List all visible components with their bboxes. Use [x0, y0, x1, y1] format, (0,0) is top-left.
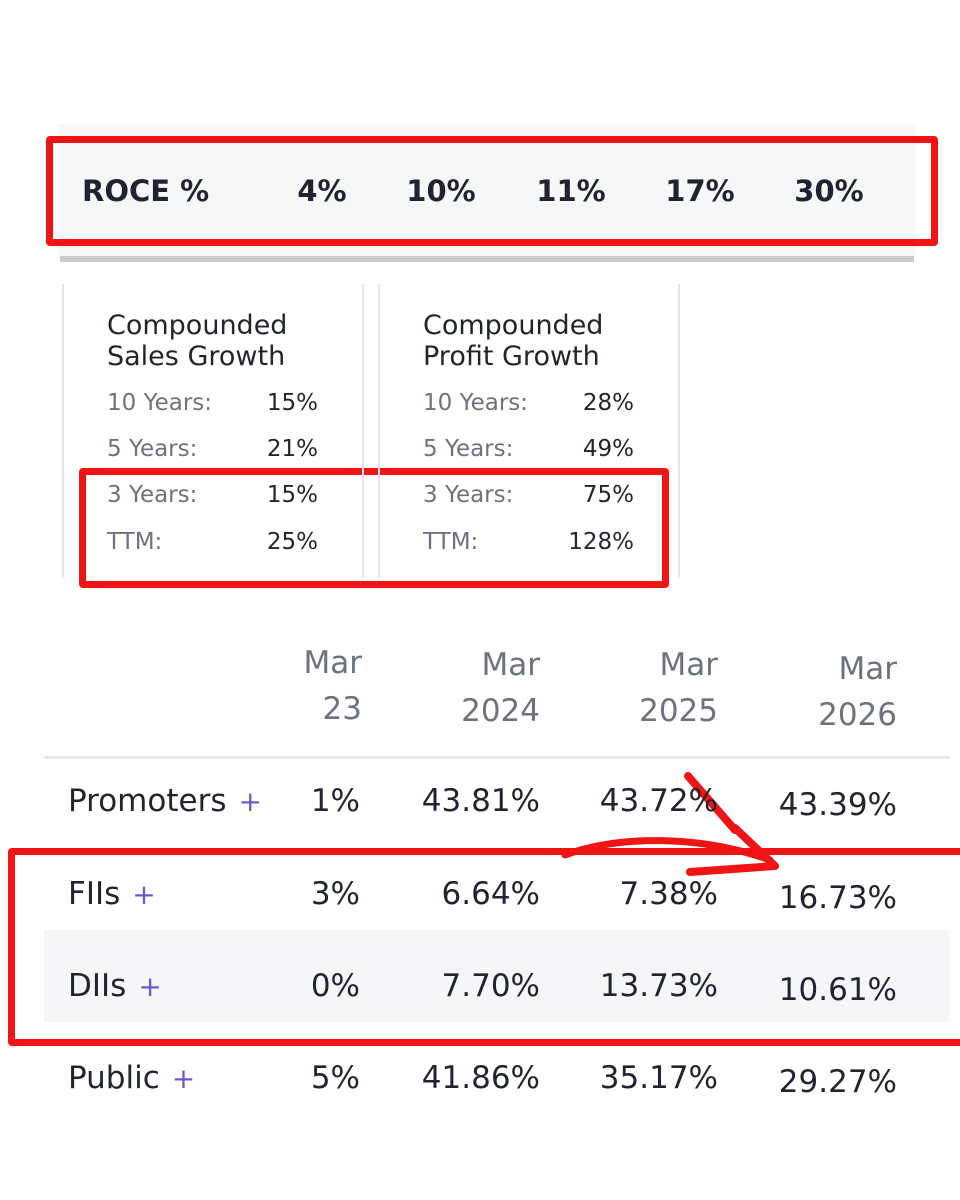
- row-name: FIIs: [68, 876, 121, 912]
- growth-label: 10 Years:: [107, 390, 213, 416]
- cell-value: 10.61%: [778, 972, 897, 1008]
- column-header: Mar 2024: [370, 642, 540, 734]
- row-name: DIIs: [68, 968, 127, 1004]
- row-label: FIIs +: [68, 876, 156, 912]
- expand-button[interactable]: +: [138, 970, 162, 1003]
- roce-label: ROCE %: [82, 174, 210, 208]
- growth-label: 5 Years:: [107, 436, 198, 462]
- header-text: 2026: [818, 697, 897, 733]
- growth-value: 15%: [266, 390, 318, 416]
- highlight-box: [46, 136, 938, 246]
- row-name: Promoters: [68, 783, 227, 819]
- cell-value: 7.38%: [619, 876, 718, 912]
- highlight-box: [79, 468, 669, 588]
- header-text: Mar: [481, 647, 541, 683]
- header-text: Mar: [303, 645, 363, 681]
- card-title: Profit Growth: [423, 341, 600, 372]
- growth-card: [378, 284, 680, 578]
- cell-value: 43.39%: [778, 787, 897, 823]
- growth-value: 28%: [582, 390, 634, 416]
- cell-clip: 3%: [300, 876, 362, 920]
- header-text: 23: [322, 691, 362, 727]
- highlight-box: [8, 848, 960, 1046]
- cell-value: 6.64%: [441, 876, 540, 912]
- header-text: Mar: [659, 647, 719, 683]
- roce-value: 30%: [794, 174, 864, 208]
- growth-value: 75%: [582, 482, 634, 508]
- cell-value: 29.27%: [778, 1064, 897, 1100]
- card-title: Compounded: [423, 310, 604, 341]
- row-band: [44, 930, 950, 1022]
- cell-value: 1%: [310, 783, 360, 819]
- cell-value: 5%: [310, 1060, 360, 1096]
- expand-button[interactable]: +: [171, 1062, 196, 1095]
- growth-value: 128%: [568, 529, 634, 555]
- roce-row: [58, 124, 916, 256]
- arrow: [561, 837, 774, 864]
- cell-clip: 0%: [300, 968, 362, 1012]
- card-title: Sales Growth: [107, 341, 286, 372]
- growth-card: [62, 284, 364, 578]
- expand-button[interactable]: +: [132, 878, 156, 911]
- header-text: 2024: [461, 693, 540, 729]
- cell-value: 13.73%: [599, 968, 718, 1004]
- cell-clip: 1%: [300, 783, 362, 827]
- roce-value: 17%: [665, 174, 735, 208]
- row-name: Public: [68, 1060, 160, 1096]
- cell-clip: 5%: [300, 1060, 362, 1104]
- cell-value: 0%: [310, 968, 360, 1004]
- growth-value: 21%: [266, 436, 318, 462]
- growth-value: 49%: [582, 436, 634, 462]
- header-divider: [44, 756, 950, 759]
- cell-value: 7.70%: [441, 968, 540, 1004]
- growth-label: 5 Years:: [423, 436, 514, 462]
- header-text: 2025: [639, 693, 718, 729]
- row-label: Public +: [68, 1060, 195, 1096]
- expand-button[interactable]: +: [238, 785, 262, 818]
- row-label: Promoters +: [68, 783, 262, 819]
- cell-value: 35.17%: [599, 1060, 718, 1096]
- cell-value: 43.81%: [421, 783, 540, 819]
- row-label: DIIs +: [68, 968, 162, 1004]
- growth-label: 3 Years:: [423, 482, 514, 508]
- cell-value: 16.73%: [778, 880, 897, 916]
- card-title: Compounded: [107, 310, 288, 341]
- growth-label: TTM:: [423, 529, 479, 555]
- growth-value: 15%: [266, 482, 318, 508]
- growth-label: TTM:: [107, 529, 163, 555]
- arrow-head: [684, 772, 779, 876]
- growth-label: 10 Years:: [423, 390, 529, 416]
- growth-label: 3 Years:: [107, 482, 198, 508]
- cell-value: 41.86%: [421, 1060, 540, 1096]
- cell-value: 3%: [310, 876, 360, 912]
- roce-value: 10%: [406, 174, 476, 208]
- roce-value: 11%: [536, 174, 606, 208]
- header-text: Mar: [838, 651, 898, 687]
- column-header: Mar 2025: [548, 642, 718, 734]
- roce-value: 4%: [297, 174, 347, 208]
- cell-value: 43.72%: [599, 783, 718, 819]
- growth-value: 25%: [266, 529, 318, 555]
- column-header: Mar 23: [300, 640, 363, 740]
- column-header: Mar 2026: [727, 646, 897, 738]
